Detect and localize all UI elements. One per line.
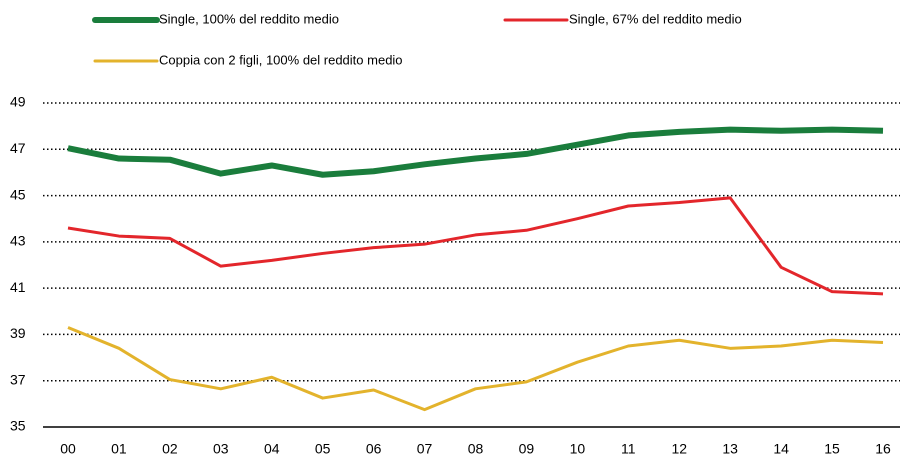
series-line [67, 326, 884, 412]
x-tick-label: 03 [213, 441, 229, 457]
x-tick-label: 13 [722, 441, 738, 457]
legend-label: Single, 100% del reddito medio [159, 11, 339, 26]
x-tick-label: 11 [621, 441, 636, 457]
x-tick-label: 00 [60, 441, 76, 457]
x-tick-label: 16 [875, 441, 891, 457]
y-tick-label: 39 [10, 325, 26, 341]
y-tick-label: 41 [10, 279, 26, 295]
x-tick-label: 06 [366, 441, 382, 457]
series-line [67, 126, 884, 178]
x-tick-label: 02 [162, 441, 178, 457]
y-tick-label: 47 [10, 140, 26, 156]
x-tick-label: 15 [824, 441, 840, 457]
x-tick-label: 01 [111, 441, 127, 457]
y-tick-label: 35 [10, 418, 26, 434]
legend-label: Single, 67% del reddito medio [569, 11, 742, 26]
y-tick-label: 49 [10, 94, 26, 110]
x-tick-label: 07 [417, 441, 433, 457]
x-tick-label: 08 [468, 441, 484, 457]
x-tick-label: 04 [264, 441, 280, 457]
x-tick-label: 09 [519, 441, 535, 457]
series-line [67, 196, 884, 296]
x-tick-label: 05 [315, 441, 331, 457]
x-tick-label: 10 [570, 441, 586, 457]
legend-label: Coppia con 2 figli, 100% del reddito med… [159, 52, 403, 67]
x-tick-label: 12 [671, 441, 687, 457]
y-tick-label: 45 [10, 186, 26, 202]
y-tick-label: 43 [10, 233, 26, 249]
x-tick-label: 14 [773, 441, 789, 457]
y-tick-label: 37 [10, 371, 26, 387]
